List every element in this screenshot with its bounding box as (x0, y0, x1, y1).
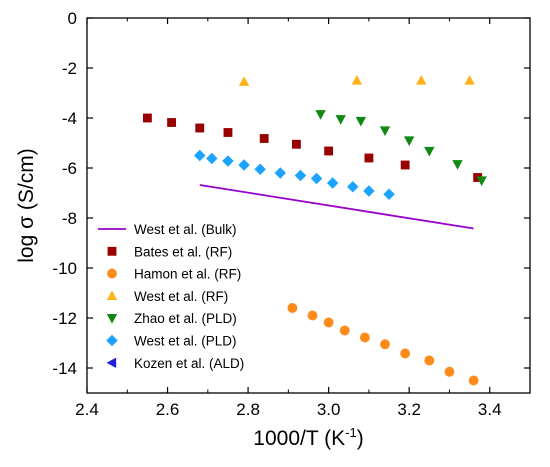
data-point-hamon-et-al-rf (444, 366, 455, 377)
data-point-bates-et-al-rf (324, 146, 334, 156)
data-point-hamon-et-al-rf (359, 332, 370, 343)
x-tick-label: 2.8 (236, 400, 260, 419)
data-point-hamon-et-al-rf (287, 303, 298, 313)
legend-label: Hamon et al. (RF) (134, 267, 241, 282)
y-tick-label: -2 (62, 59, 77, 78)
x-axis-label: 1000/T (K-1) (253, 425, 363, 450)
axis-ticks: 2.4 2.6 2.8 3.0 3.2 3.4 0 -2 -4 -6 -8 -10 -12 -14 (52, 9, 530, 419)
data-point-zhao-et-al-pld (355, 116, 367, 127)
y-tick-label: -14 (52, 359, 77, 378)
plot-frame (86, 17, 531, 394)
y-axis-label: log σ (S/cm) (15, 148, 38, 262)
plot-area (142, 75, 487, 386)
data-point-west-et-al-rf (238, 76, 250, 86)
x-tick-label: 3.4 (478, 400, 502, 419)
data-point-west-et-al-pld (274, 167, 287, 179)
data-point-hamon-et-al-rf (307, 310, 318, 321)
data-point-bates-et-al-rf (223, 128, 233, 137)
x-tick-label: 3.0 (317, 400, 341, 419)
x-tick-label: 3.2 (397, 400, 421, 419)
y-tick-label: -8 (62, 209, 77, 228)
data-point-hamon-et-al-rf (400, 348, 411, 359)
data-point-bates-et-al-rf (167, 118, 176, 127)
data-point-zhao-et-al-pld (379, 126, 391, 136)
data-point-zhao-et-al-pld (403, 136, 415, 146)
x-axis-label-end: ) (357, 427, 364, 450)
data-point-hamon-et-al-rf (339, 325, 350, 336)
data-point-bates-et-al-rf (195, 123, 205, 133)
legend-marker-swatch (106, 334, 118, 347)
data-point-zhao-et-al-pld (424, 146, 435, 157)
data-point-zhao-et-al-pld (315, 110, 326, 120)
data-point-west-et-al-pld (294, 169, 307, 182)
y-tick-label: -4 (62, 109, 77, 128)
data-point-zhao-et-al-pld (335, 115, 346, 125)
data-point-zhao-et-al-pld (452, 160, 463, 170)
data-point-zhao-et-al-pld (476, 176, 487, 186)
x-tick-label: 2.6 (156, 400, 180, 419)
data-point-west-et-al-pld (310, 172, 323, 185)
data-point-west-et-al-pld (347, 181, 359, 193)
data-point-west-et-al-pld (326, 177, 339, 189)
legend-label: Zhao et al. (PLD) (134, 311, 237, 326)
data-point-west-et-al-pld (206, 152, 218, 165)
data-point-west-et-al-pld (363, 185, 375, 197)
legend-marker-swatch (107, 268, 117, 279)
legend-label: West et al. (Bulk) (134, 222, 237, 237)
data-point-west-et-al-pld (222, 155, 234, 167)
y-tick-label: -10 (52, 259, 77, 278)
data-point-bates-et-al-rf (259, 134, 269, 143)
data-point-hamon-et-al-rf (323, 317, 334, 328)
data-point-bates-et-al-rf (400, 160, 410, 170)
data-point-west-et-al-pld (254, 163, 266, 175)
data-point-bates-et-al-rf (291, 139, 301, 149)
data-point-west-et-al-pld (238, 159, 250, 171)
data-point-west-et-al-rf (464, 75, 475, 85)
data-point-west-et-al-pld (194, 149, 206, 162)
data-point-hamon-et-al-rf (424, 355, 435, 366)
data-point-west-et-al-rf (351, 75, 363, 85)
legend-marker-swatch (106, 314, 118, 324)
x-axis-label-main: 1000/T (K (253, 427, 345, 450)
y-tick-label: 0 (68, 9, 77, 28)
data-point-hamon-et-al-rf (468, 375, 479, 386)
data-point-west-et-al-pld (383, 188, 395, 200)
data-point-west-et-al-rf (416, 75, 427, 85)
data-point-hamon-et-al-rf (380, 339, 390, 350)
series-line-west-et-al-bulk (199, 184, 474, 230)
legend-label: Bates et al. (RF) (134, 244, 232, 259)
data-point-bates-et-al-rf (364, 153, 374, 163)
legend: West et al. (Bulk) Bates et al. (RF) Hamon… (98, 222, 244, 371)
legend-marker-swatch (107, 246, 117, 256)
legend-label: Kozen et al. (ALD) (134, 356, 244, 371)
legend-label: West et al. (PLD) (134, 334, 237, 349)
legend-marker-swatch (106, 290, 118, 301)
legend-label: West et al. (RF) (134, 289, 228, 304)
x-axis-label-superscript: -1 (345, 425, 357, 440)
legend-marker-swatch (106, 357, 117, 368)
y-tick-label: -12 (52, 309, 77, 328)
y-tick-label: -6 (62, 159, 77, 178)
x-tick-label: 2.4 (75, 400, 99, 419)
data-point-bates-et-al-rf (142, 113, 152, 123)
